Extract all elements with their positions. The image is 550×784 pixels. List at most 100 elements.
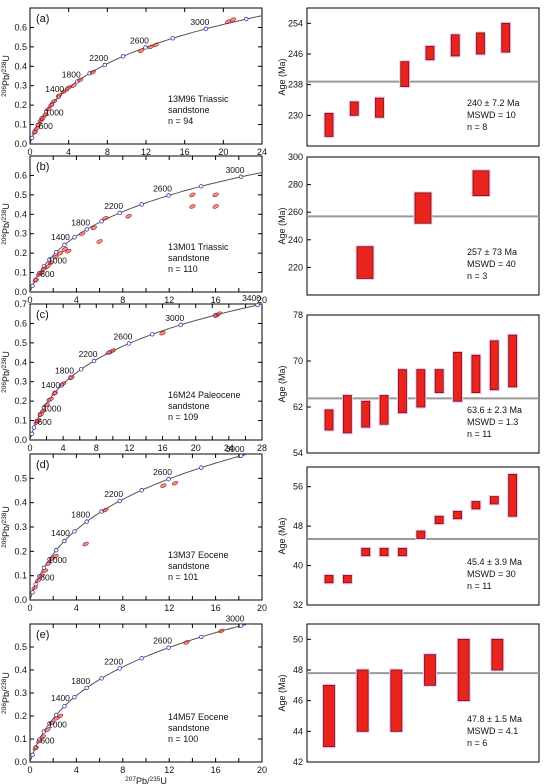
concordia-age-label: 3400: [242, 293, 261, 303]
age-box: [342, 395, 352, 434]
age-box: [414, 192, 432, 224]
x-tick-label: 16: [211, 765, 221, 775]
x-tick-label: 20: [257, 765, 267, 775]
y-tick-label: 246: [288, 49, 303, 59]
data-ellipse: [171, 480, 179, 486]
age-panel-4: 32 40 48 56 Age (Ma) 45.4 ± 3.9 Ma MSWD = 30 n …: [277, 466, 540, 610]
age-box: [379, 547, 389, 557]
data-ellipse: [125, 214, 132, 219]
y-tick-label: 0.1: [14, 268, 27, 278]
sample-id: 14M57 Eocene: [168, 712, 229, 722]
data-ellipse: [41, 568, 49, 574]
data-ellipse: [42, 112, 49, 118]
y-tick-label: 0.5: [14, 642, 27, 652]
x-tick-label: 8: [120, 295, 125, 305]
sample-id: 13M37 Eocene: [168, 550, 229, 560]
sample-id: 16M24 Paleocene: [168, 390, 241, 400]
sample-lithology: sandstone: [168, 723, 210, 733]
age-marker: [84, 227, 89, 232]
age-marker: [244, 16, 249, 22]
x-tick-label: 20: [191, 443, 201, 453]
concordia-age-label: 3000: [226, 614, 245, 624]
age-marker: [117, 210, 122, 216]
sample-lithology: sandstone: [168, 561, 210, 571]
age-box: [476, 32, 485, 55]
age-marker: [30, 752, 35, 757]
y-tick-label: 254: [288, 18, 303, 28]
x-tick-label: 20: [218, 147, 228, 157]
concordia-age-label: 1000: [45, 107, 64, 117]
data-ellipse: [189, 204, 196, 209]
data-ellipse: [96, 239, 103, 244]
x-tick-label: 16: [211, 603, 221, 613]
sample-count: n = 94: [168, 116, 193, 126]
data-ellipse: [51, 99, 58, 104]
mswd-value: MSWD = 10: [467, 110, 516, 120]
concordia-age-label: 1000: [48, 719, 67, 729]
x-tick-label: 8: [120, 765, 125, 775]
age-marker: [62, 242, 67, 248]
y-tick-label: 230: [288, 110, 303, 120]
y-tick-label: 0.1: [14, 416, 27, 426]
age-box: [508, 334, 518, 388]
y-tick-label: 0.2: [14, 100, 27, 110]
y-tick-label: 0.7: [14, 299, 27, 309]
data-ellipse: [79, 231, 86, 236]
y-tick-label: 78: [293, 310, 303, 320]
concordia-panel-3: 0 4 8 12 16 20 24 280.00.10.20.30.40.50.60.7206…: [1, 293, 268, 453]
sample-count: n = 109: [168, 412, 198, 422]
plot-frame: [29, 155, 263, 293]
concordia-age-label: 600: [40, 736, 54, 746]
concordia-age-label: 1000: [48, 555, 67, 565]
y-tick-label: 240: [288, 235, 303, 245]
age-marker: [199, 634, 204, 640]
y-tick-label: 0.6: [14, 170, 27, 180]
y-tick-label: 48: [293, 521, 303, 531]
y-tick-label: 0.6: [14, 318, 27, 328]
y-tick-label: 0.3: [14, 688, 27, 698]
x-tick-label: 12: [164, 603, 174, 613]
x-tick-label: 0: [27, 295, 32, 305]
y-tick-label: 0.2: [14, 396, 27, 406]
data-ellipse: [32, 278, 39, 283]
age-box: [390, 669, 403, 732]
mswd-value: MSWD = 1.3: [467, 417, 518, 427]
data-ellipse: [44, 264, 51, 269]
y-tick-label: 220: [288, 262, 303, 272]
data-ellipse: [44, 727, 51, 733]
age-box: [324, 409, 334, 431]
panel-label: (b): [36, 161, 49, 173]
concordia-age-label: 2600: [153, 183, 172, 193]
age-box: [324, 575, 334, 584]
x-tick-label: 12: [141, 147, 151, 157]
concordia-age-label: 3000: [226, 165, 245, 175]
weighted-mean-age: 63.6 ± 2.3 Ma: [467, 405, 522, 415]
y-tick-label: 0.4: [14, 209, 27, 219]
concordia-age-label: 1400: [41, 380, 60, 390]
y-axis-label: 206Pb/238U: [1, 203, 12, 245]
data-ellipse: [77, 77, 84, 83]
concordia-age-label: 1800: [71, 510, 90, 520]
weighted-mean-age: 257 ± 73 Ma: [467, 247, 517, 257]
y-tick-label: 0.0: [14, 435, 27, 445]
sample-lithology: sandstone: [168, 253, 210, 263]
x-axis-label: 207Pb/235U: [125, 776, 167, 784]
data-ellipse: [40, 408, 47, 414]
x-tick-label: 24: [224, 443, 234, 453]
x-tick-label: 4: [74, 765, 79, 775]
age-marker: [30, 590, 35, 595]
age-box: [398, 369, 407, 414]
data-ellipse: [160, 483, 167, 488]
y-tick-label: 0.1: [14, 571, 27, 581]
concordia-age-label: 1800: [62, 69, 81, 79]
plot-frame: [306, 156, 540, 296]
x-tick-label: 28: [257, 443, 267, 453]
data-ellipse: [31, 130, 38, 135]
y-tick-label: 0.2: [14, 248, 27, 258]
data-ellipse: [218, 628, 225, 634]
x-tick-label: 12: [164, 295, 174, 305]
y-axis-label: Age (Ma): [277, 674, 287, 711]
age-box: [416, 530, 426, 539]
age-box: [453, 510, 462, 520]
concordia-panel-1: 0 4 8 12 16 20 24 0.0 0.1 0.2 0.3 0.4 0.5 0.6 206Pb/23…: [1, 7, 267, 157]
